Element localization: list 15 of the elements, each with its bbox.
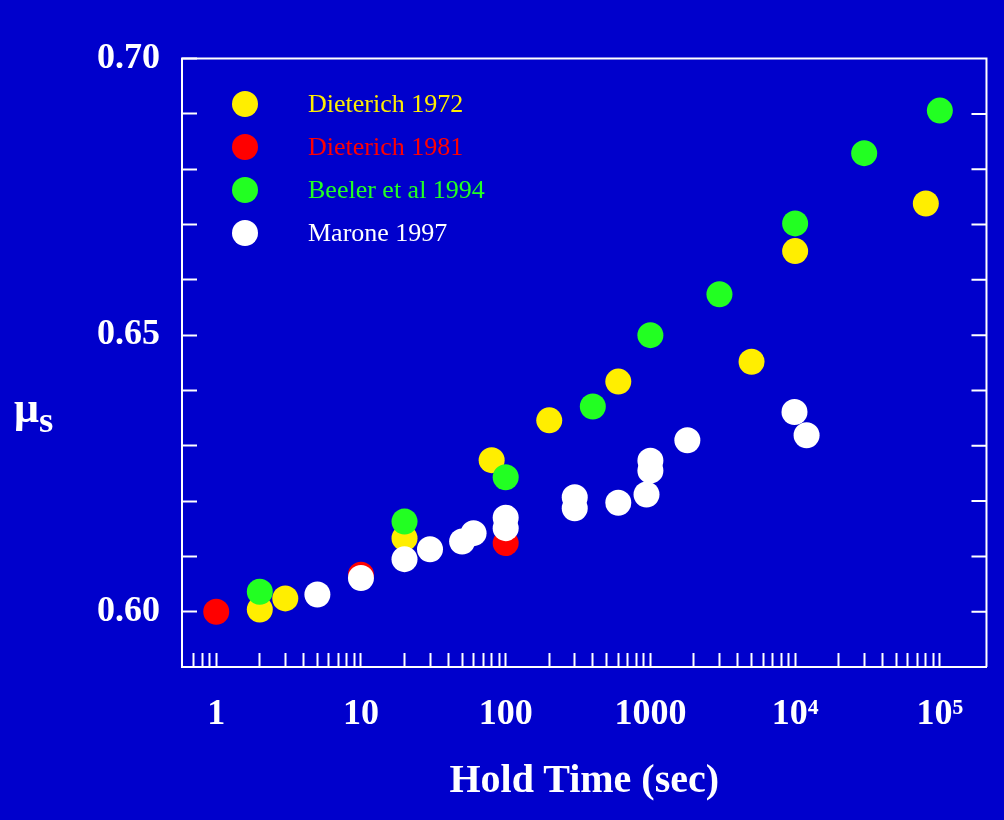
y-axis-title: μ$_{s}$	[14, 382, 54, 441]
y-tick-label: 0.65	[97, 312, 160, 353]
y-tick-label: 0.70	[97, 35, 160, 76]
y-tick-label: 0.60	[97, 588, 160, 629]
x-tick-label: 100	[478, 691, 533, 732]
legend-label: Dieterich 1972	[308, 88, 464, 119]
x-tick-label: 10⁴	[771, 691, 819, 732]
x-tick-label: 10	[342, 691, 379, 732]
x-axis-title: Hold Time (sec)	[449, 756, 720, 802]
x-tick-label: 1000	[614, 691, 687, 732]
x-tick-label: 10⁵	[916, 691, 964, 732]
legend-label: Marone 1997	[308, 217, 448, 248]
legend-label: Beeler et al 1994	[308, 174, 485, 205]
legend-label: Dieterich 1981	[308, 131, 464, 162]
x-tick-label: 1	[207, 691, 226, 732]
